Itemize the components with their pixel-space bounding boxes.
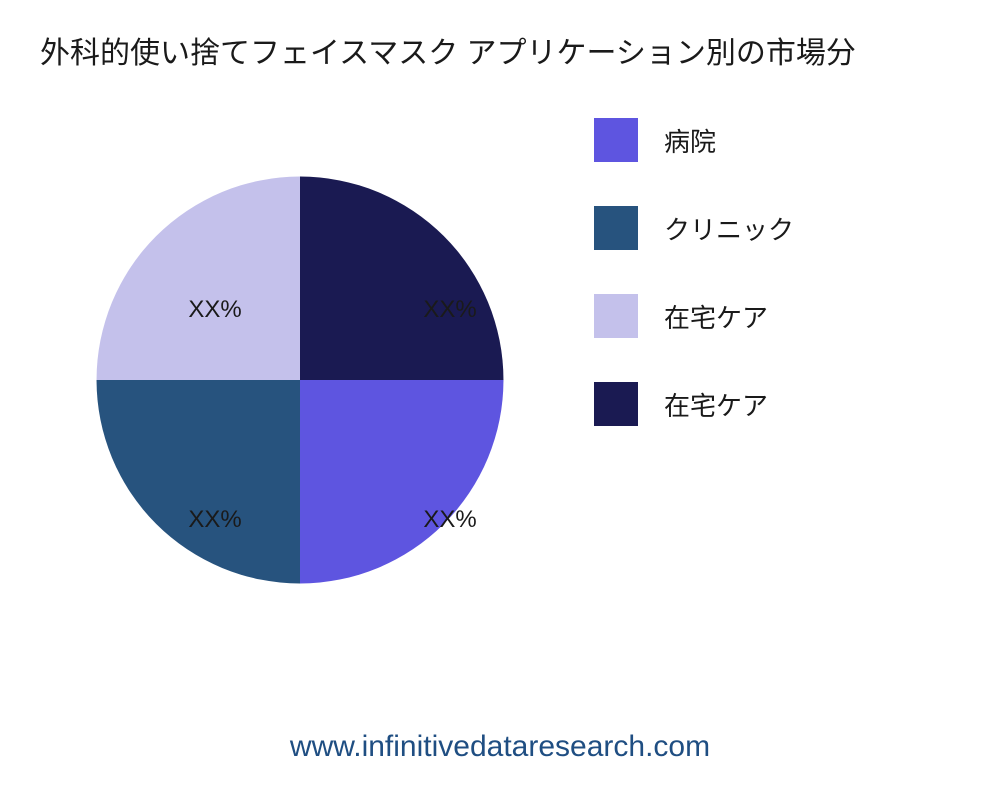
- legend-swatch: [594, 206, 638, 250]
- legend-item: クリニック: [594, 206, 974, 250]
- legend-label: 在宅ケア: [664, 298, 768, 335]
- pie-slice-label: XX%: [423, 506, 476, 534]
- pie-slice-label: XX%: [188, 506, 241, 534]
- legend-item: 病院: [594, 118, 974, 162]
- legend-swatch: [594, 294, 638, 338]
- legend-item: 在宅ケア: [594, 294, 974, 338]
- legend-label: クリニック: [664, 210, 794, 247]
- legend-swatch: [594, 382, 638, 426]
- legend-item: 在宅ケア: [594, 382, 974, 426]
- chart-title: 外科的使い捨てフェイスマスク アプリケーション別の市場分: [40, 28, 1000, 72]
- legend-label: 在宅ケア: [664, 386, 768, 423]
- chart-container: 外科的使い捨てフェイスマスク アプリケーション別の市場分 XX%XX%XX%XX…: [0, 0, 1000, 800]
- legend-swatch: [594, 118, 638, 162]
- legend: 病院クリニック在宅ケア在宅ケア: [594, 118, 974, 470]
- pie-slice: [300, 380, 503, 583]
- pie-slice-label: XX%: [423, 296, 476, 324]
- pie-slice: [97, 177, 300, 380]
- pie-chart-svg: [70, 150, 530, 610]
- legend-label: 病院: [664, 122, 716, 159]
- pie-slice: [97, 380, 300, 583]
- pie-slice-label: XX%: [188, 296, 241, 324]
- pie-chart-area: XX% XX% XX% XX%: [40, 120, 560, 640]
- footer-link: www.infinitivedataresearch.com: [0, 730, 1000, 764]
- pie-slice: [300, 177, 503, 380]
